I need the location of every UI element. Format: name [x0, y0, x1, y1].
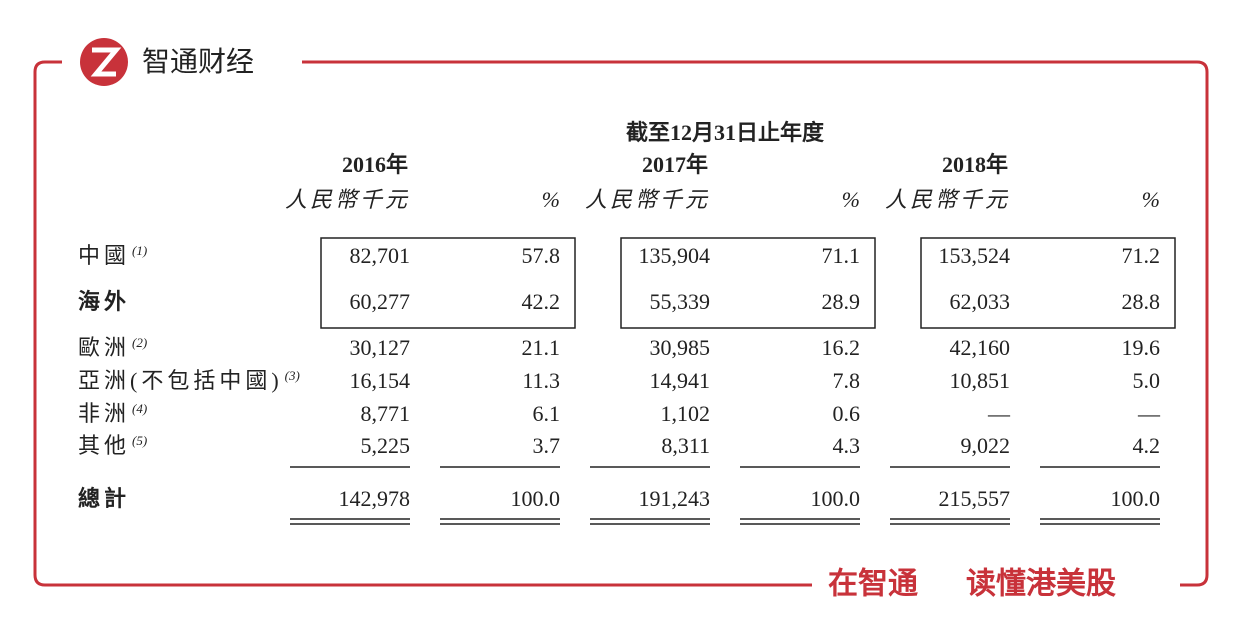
total-cell: 191,243: [639, 486, 711, 511]
cell: 5,225: [361, 433, 411, 458]
row-label: 海外: [78, 289, 130, 314]
footer: 在智通: [828, 567, 918, 602]
cell: 57.8: [522, 243, 561, 268]
cell: 71.2: [1122, 243, 1161, 268]
year-header: 2016年: [342, 152, 408, 177]
year-header: 2018年: [942, 152, 1008, 177]
highlight-box: [920, 237, 1176, 329]
row-label: 其他: [78, 433, 130, 458]
cell: —: [987, 401, 1011, 426]
unit-header: 人民幣千元: [885, 187, 1010, 212]
cell: 4.2: [1133, 433, 1161, 458]
highlight-box: [620, 237, 876, 329]
total-cell: 215,557: [939, 486, 1011, 511]
unit-header: 人民幣千元: [285, 187, 410, 212]
cell: 71.1: [822, 243, 861, 268]
cell: 19.6: [1122, 335, 1161, 360]
percent-header: %: [542, 187, 560, 212]
cell: 8,311: [661, 433, 710, 458]
unit-header: 人民幣千元: [585, 187, 710, 212]
row-label: 亞洲(不包括中國): [78, 368, 283, 393]
cell: 1,102: [661, 401, 711, 426]
cell: 10,851: [950, 368, 1011, 393]
row-note: (5): [132, 433, 147, 448]
cell: 16,154: [350, 368, 411, 393]
total-cell: 100.0: [811, 486, 861, 511]
cell: 42,160: [950, 335, 1011, 360]
row-label: 中國: [78, 243, 130, 268]
row-note: (4): [132, 401, 147, 416]
cell: 3.7: [533, 433, 561, 458]
cell: 55,339: [650, 289, 711, 314]
percent-header: %: [842, 187, 860, 212]
frame: [33, 60, 1209, 587]
cell: 5.0: [1133, 368, 1161, 393]
cell: 6.1: [533, 401, 561, 426]
cell: 42.2: [522, 289, 561, 314]
brand: 智通财经: [142, 45, 254, 78]
cell: 0.6: [833, 401, 861, 426]
total-cell: 100.0: [1111, 486, 1161, 511]
cell: 30,127: [350, 335, 411, 360]
footer: 读懂港美股: [966, 567, 1116, 602]
total-label: 總計: [78, 486, 130, 511]
cell: 30,985: [650, 335, 711, 360]
cell: 11.3: [522, 368, 560, 393]
cell: 7.8: [833, 368, 861, 393]
row-note: (2): [132, 335, 147, 350]
cell: 153,524: [939, 243, 1011, 268]
cell: 4.3: [833, 433, 861, 458]
total-cell: 100.0: [511, 486, 561, 511]
cell: 62,033: [950, 289, 1011, 314]
cell: 82,701: [350, 243, 411, 268]
cell: —: [1137, 401, 1161, 426]
year-header: 2017年: [642, 152, 708, 177]
total-cell: 142,978: [339, 486, 411, 511]
percent-header: %: [1142, 187, 1160, 212]
caption: 截至12月31日止年度: [626, 120, 825, 145]
cell: 21.1: [522, 335, 561, 360]
row-note: (1): [132, 243, 147, 258]
cell: 14,941: [650, 368, 711, 393]
row-label: 歐洲: [78, 335, 130, 360]
logo-mark: [90, 47, 122, 77]
cell: 9,022: [961, 433, 1011, 458]
row-note: (3): [285, 368, 300, 383]
highlight-box: [320, 237, 576, 329]
cell: 28.9: [822, 289, 861, 314]
row-label: 非洲: [78, 401, 130, 426]
cell: 28.8: [1122, 289, 1161, 314]
cell: 8,771: [361, 401, 411, 426]
cell: 16.2: [822, 335, 861, 360]
cell: 60,277: [350, 289, 411, 314]
cell: 135,904: [639, 243, 711, 268]
